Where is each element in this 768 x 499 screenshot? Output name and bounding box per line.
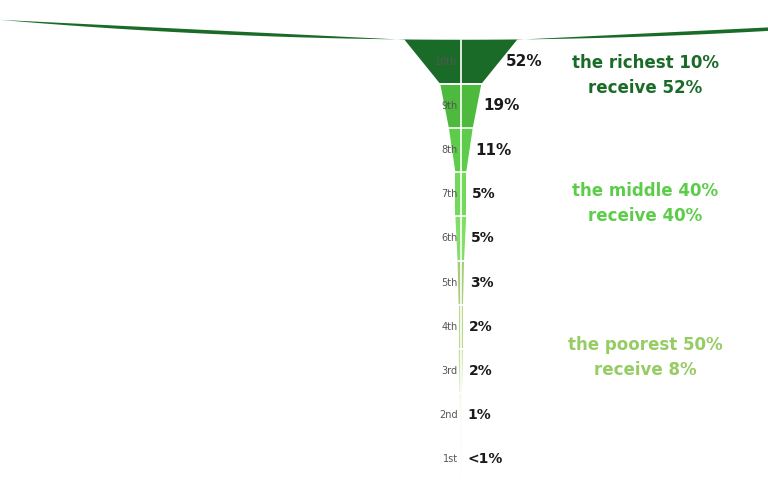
Text: 1%: 1% — [468, 408, 492, 422]
Text: 9th: 9th — [442, 101, 458, 111]
Text: the middle 40%
receive 40%: the middle 40% receive 40% — [572, 182, 718, 225]
Text: 8th: 8th — [442, 145, 458, 155]
Text: 2nd: 2nd — [439, 410, 458, 420]
Text: 1st: 1st — [442, 454, 458, 464]
Polygon shape — [458, 349, 463, 393]
Text: 11%: 11% — [475, 143, 511, 158]
Text: 19%: 19% — [483, 98, 520, 113]
Text: 2%: 2% — [468, 364, 492, 378]
Polygon shape — [455, 217, 466, 260]
Polygon shape — [460, 393, 462, 437]
Polygon shape — [458, 260, 464, 305]
Text: 4th: 4th — [442, 322, 458, 332]
Polygon shape — [0, 20, 768, 84]
Text: 5th: 5th — [442, 277, 458, 287]
Text: 2%: 2% — [469, 320, 493, 334]
Polygon shape — [458, 305, 463, 349]
Text: 5%: 5% — [472, 232, 495, 246]
Text: 10th: 10th — [435, 57, 458, 67]
Text: 7th: 7th — [442, 189, 458, 199]
Text: 3rd: 3rd — [442, 366, 458, 376]
Text: 52%: 52% — [505, 54, 542, 69]
Text: 6th: 6th — [442, 234, 458, 244]
Polygon shape — [455, 172, 466, 217]
Text: 3%: 3% — [470, 275, 493, 289]
Text: the poorest 50%
receive 8%: the poorest 50% receive 8% — [568, 336, 723, 379]
Text: the richest 10%
receive 52%: the richest 10% receive 52% — [571, 53, 719, 97]
Text: <1%: <1% — [467, 452, 503, 466]
Polygon shape — [449, 128, 473, 172]
Polygon shape — [440, 84, 482, 128]
Polygon shape — [460, 437, 462, 482]
Text: 5%: 5% — [472, 187, 496, 201]
